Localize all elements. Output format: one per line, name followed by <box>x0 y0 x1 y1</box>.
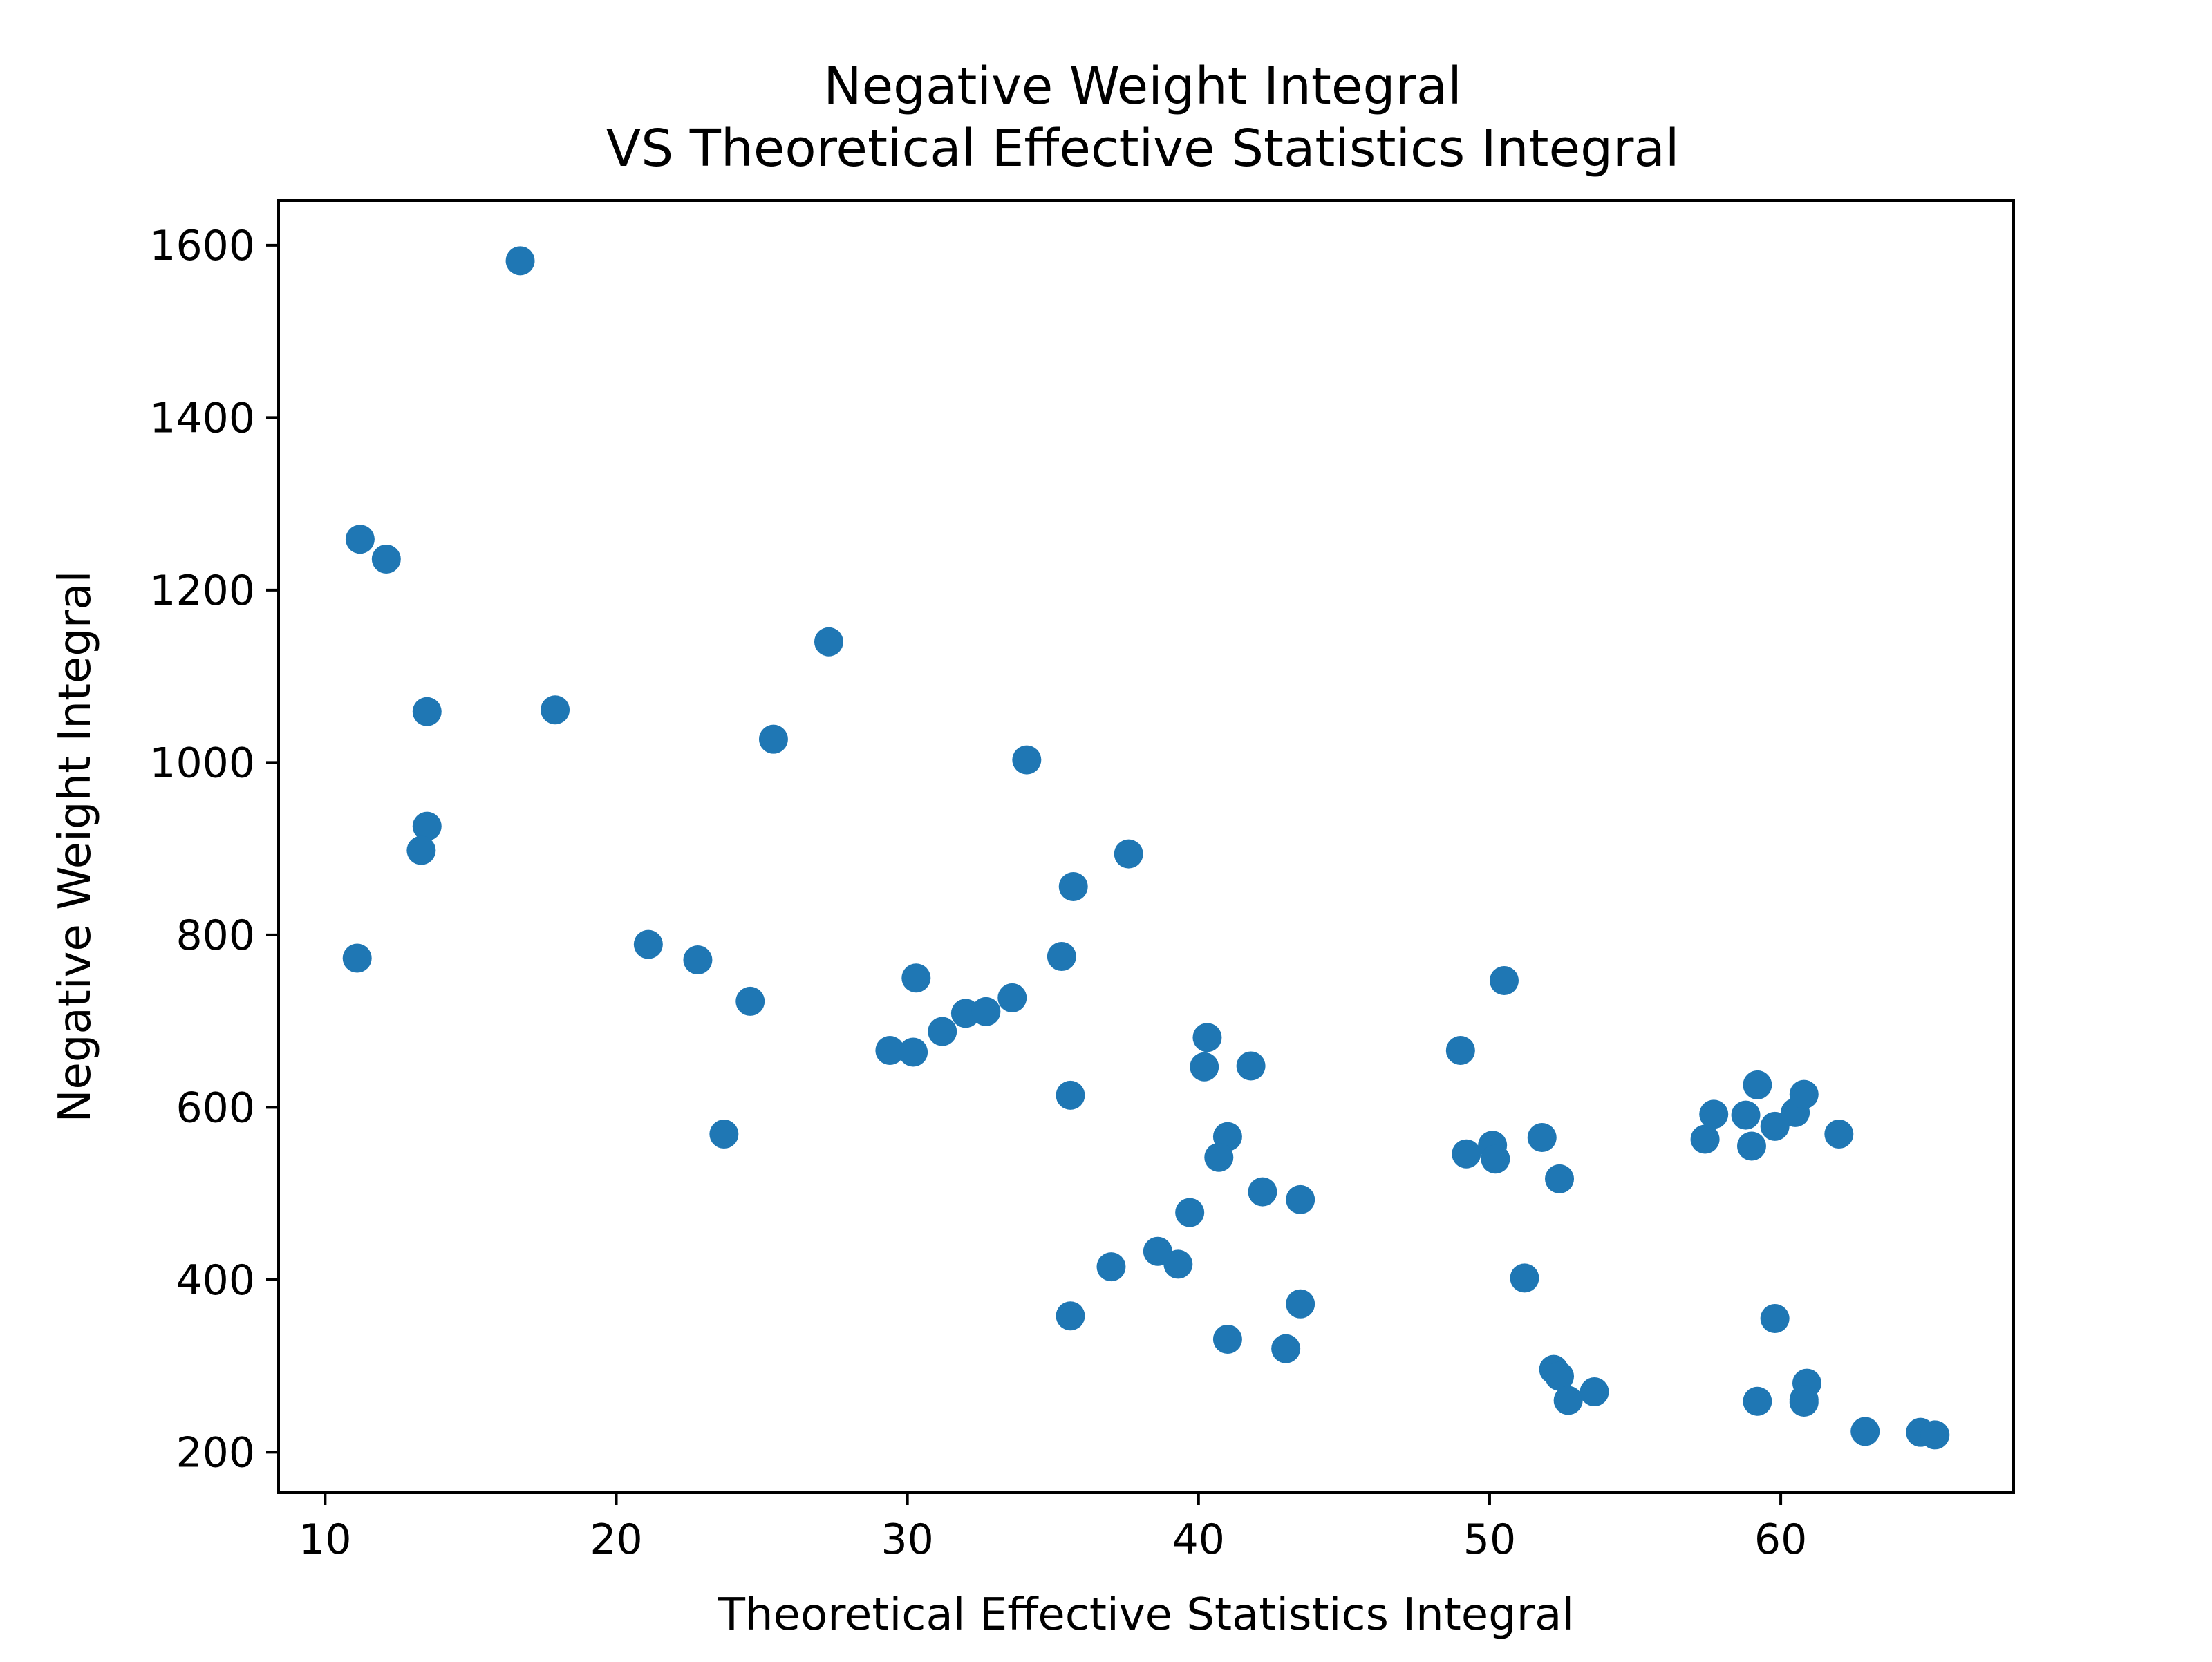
data-point <box>1192 1023 1222 1052</box>
data-point <box>1920 1420 1950 1450</box>
plot-area-frame <box>277 199 2015 1494</box>
data-point <box>1690 1124 1720 1154</box>
data-point <box>1286 1289 1315 1319</box>
data-point <box>971 997 1001 1026</box>
y-tick-label: 1400 <box>149 394 255 442</box>
data-point <box>1789 1079 1819 1109</box>
data-point <box>1743 1386 1772 1416</box>
data-point <box>1736 1131 1766 1161</box>
data-point <box>1490 965 1519 995</box>
data-point <box>1248 1177 1277 1207</box>
data-point <box>1743 1070 1772 1099</box>
data-point <box>1760 1304 1790 1334</box>
data-point <box>875 1036 905 1066</box>
data-point <box>1545 1361 1575 1391</box>
data-point <box>1190 1052 1219 1082</box>
data-point <box>342 943 372 973</box>
x-tick-label: 60 <box>1754 1515 1807 1564</box>
x-tick-label: 10 <box>299 1515 351 1564</box>
data-point <box>1012 745 1042 775</box>
x-tick-label: 20 <box>590 1515 642 1564</box>
data-point <box>899 1037 928 1067</box>
x-tick-label: 50 <box>1463 1515 1516 1564</box>
data-point <box>1699 1099 1729 1129</box>
data-point <box>1175 1198 1205 1227</box>
data-point <box>1527 1123 1557 1153</box>
data-point <box>1452 1139 1481 1169</box>
data-point <box>1204 1142 1234 1172</box>
data-point <box>633 929 663 959</box>
data-point <box>1271 1334 1301 1363</box>
data-points <box>342 246 1950 1450</box>
x-tick-label: 30 <box>881 1515 933 1564</box>
data-point <box>1824 1120 1854 1149</box>
y-axis-ticks: 200 400 600 800 1000 1200 1400 1600 <box>149 222 279 1477</box>
data-point <box>758 724 788 754</box>
data-point <box>412 811 442 841</box>
data-point <box>1058 872 1088 902</box>
data-point <box>1445 1036 1475 1066</box>
data-point <box>1481 1144 1510 1174</box>
y-tick-label: 800 <box>176 912 255 960</box>
data-point <box>1510 1263 1539 1293</box>
data-point <box>406 835 436 865</box>
data-point <box>709 1120 739 1149</box>
chart-title-line-2: VS Theoretical Effective Statistics Inte… <box>606 119 1680 178</box>
data-point <box>1114 839 1143 869</box>
y-tick-label: 1200 <box>149 567 255 615</box>
data-point <box>1580 1377 1609 1407</box>
y-tick-label: 200 <box>176 1428 255 1477</box>
x-axis-ticks: 10 20 30 40 50 60 <box>299 1493 1807 1564</box>
x-axis-label: Theoretical Effective Statistics Integra… <box>718 1589 1574 1641</box>
data-point <box>412 697 442 726</box>
data-point <box>1850 1417 1880 1446</box>
data-point <box>1545 1164 1575 1193</box>
data-point <box>1056 1080 1085 1110</box>
x-tick-label: 40 <box>1172 1515 1225 1564</box>
data-point <box>683 945 713 975</box>
data-point <box>345 525 375 554</box>
data-point <box>1096 1252 1126 1282</box>
data-point <box>1286 1184 1315 1214</box>
data-point <box>505 246 535 276</box>
data-point <box>814 627 843 657</box>
data-point <box>997 983 1027 1012</box>
data-point <box>1236 1051 1266 1081</box>
y-tick-label: 400 <box>176 1256 255 1305</box>
data-point <box>1212 1324 1242 1354</box>
chart-title-line-1: Negative Weight Integral <box>823 57 1462 116</box>
data-point <box>901 963 931 993</box>
y-axis-label: Negative Weight Integral <box>50 571 101 1123</box>
y-tick-label: 1000 <box>149 739 255 787</box>
y-tick-label: 600 <box>176 1084 255 1132</box>
data-point <box>928 1017 957 1046</box>
data-point <box>1056 1301 1085 1331</box>
data-point <box>1731 1100 1761 1130</box>
data-point <box>1047 942 1076 972</box>
data-point <box>1789 1388 1819 1417</box>
data-point <box>1163 1249 1193 1279</box>
data-point <box>1553 1386 1583 1415</box>
y-tick-label: 1600 <box>149 222 255 270</box>
data-point <box>541 695 570 725</box>
data-point <box>735 986 765 1016</box>
data-point <box>371 544 401 574</box>
data-point <box>1760 1111 1790 1141</box>
